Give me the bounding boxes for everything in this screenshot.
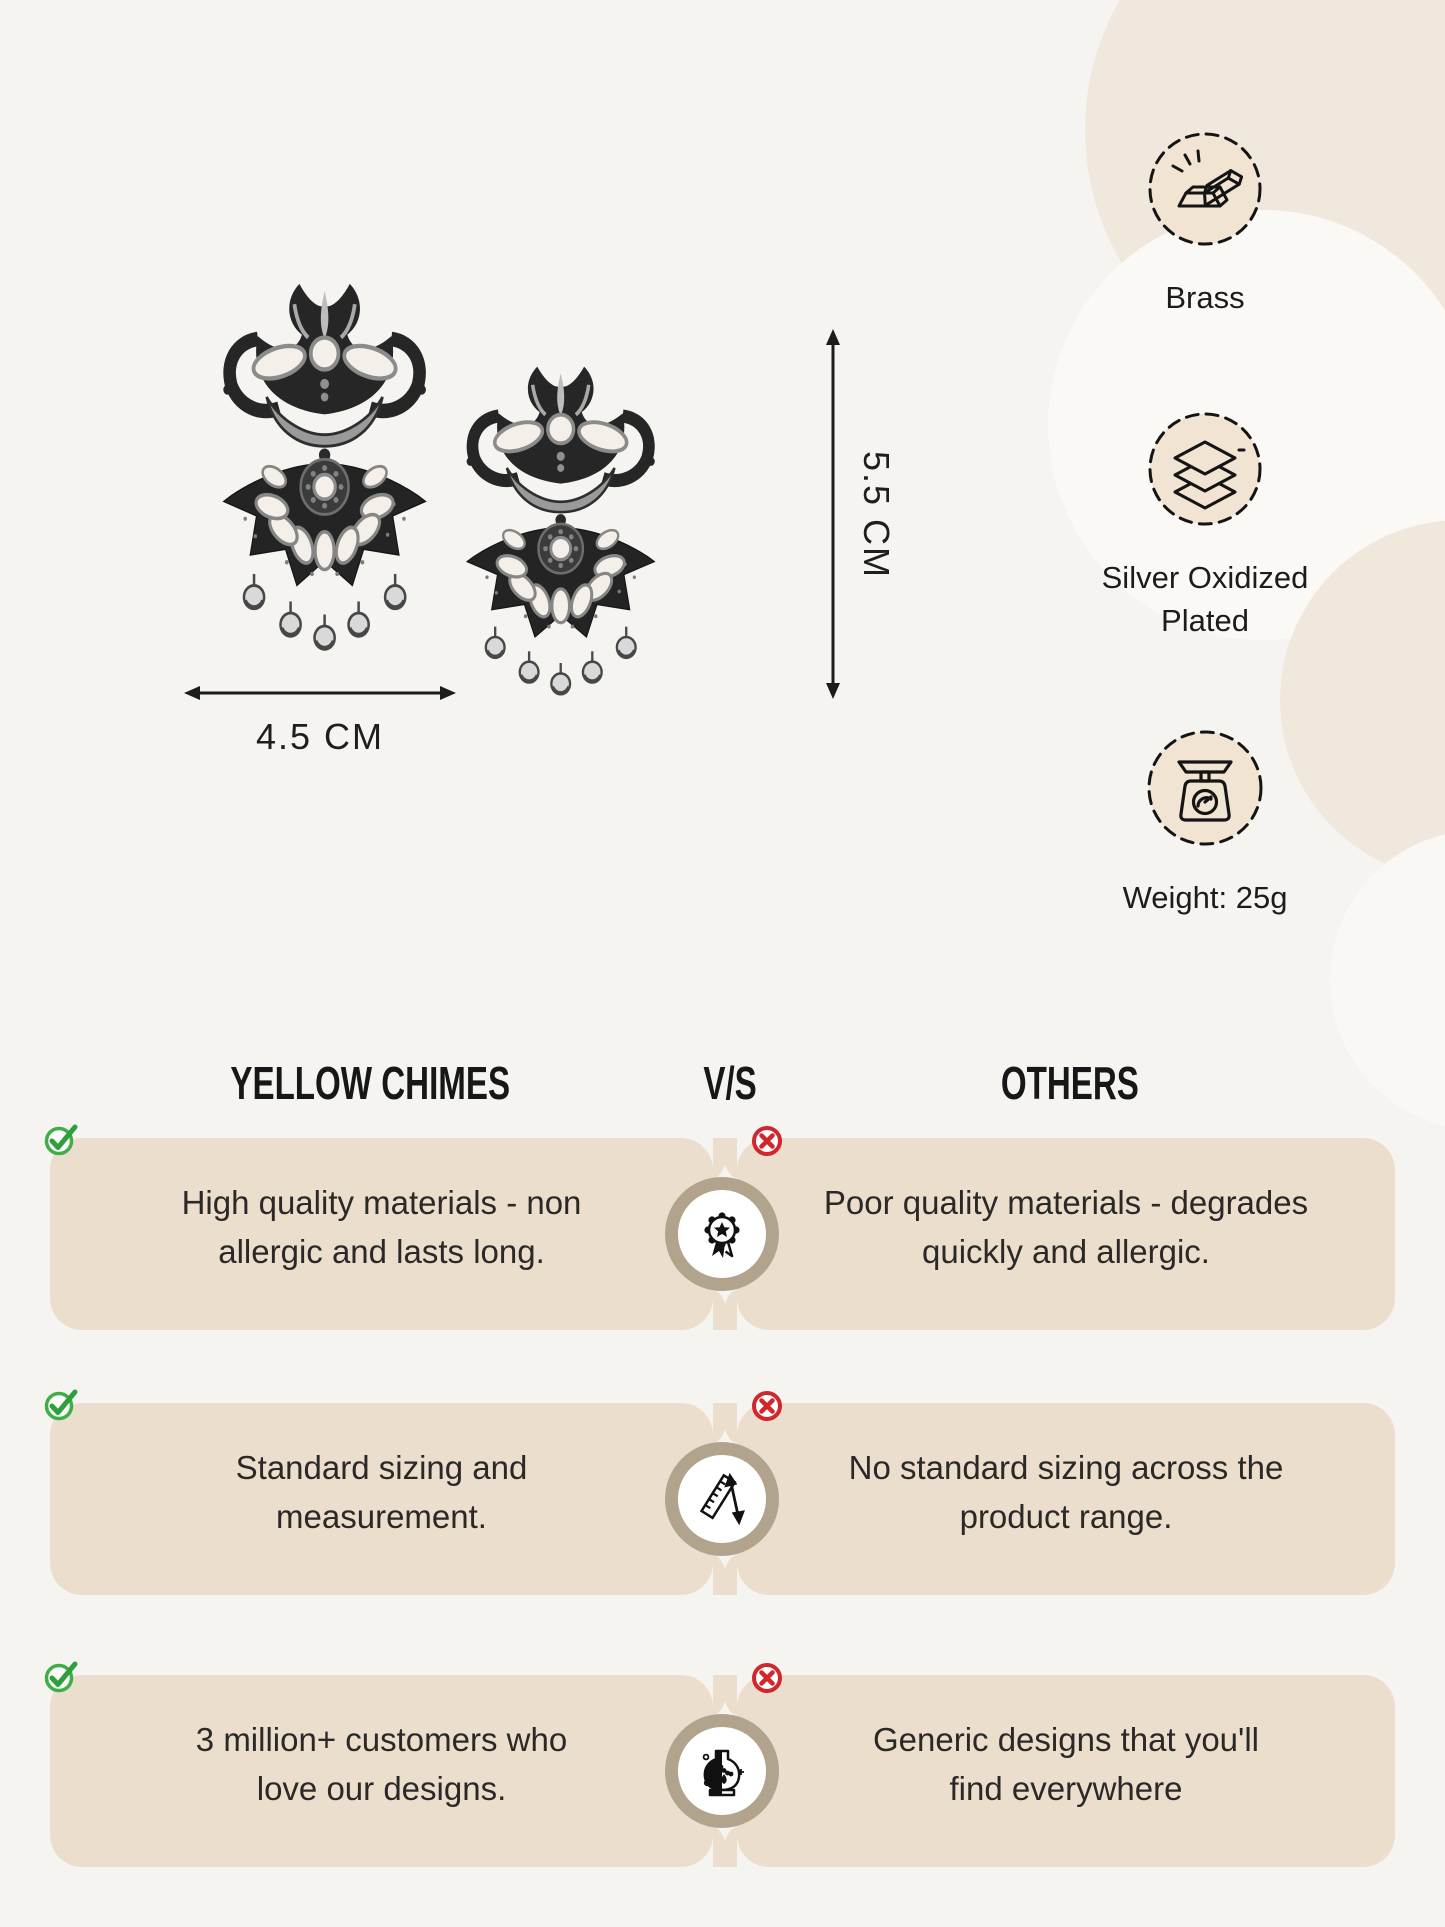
red-cross-icon — [752, 1126, 782, 1156]
others-claim-card: No standard sizing across the product ra… — [721, 1403, 1395, 1595]
brand-claim-text: Standard sizing and measurement. — [235, 1448, 528, 1536]
others-claim-card: Poor quality materials - degrades quickl… — [721, 1138, 1395, 1330]
red-cross-icon — [752, 1663, 782, 1693]
earrings-product-photo — [184, 180, 840, 780]
spec-label: Brass — [1165, 280, 1245, 315]
comparison-row-designs: 3 million+ customers who love our design… — [44, 1661, 1395, 1867]
spec-label: Silver Oxidized Plated — [1101, 560, 1309, 638]
comparison-header: YELLOW CHIMES V/S OTHERS — [0, 1056, 1445, 1116]
spec-material: Brass — [1050, 130, 1360, 320]
jewelry-stand-icon — [665, 1714, 779, 1828]
others-claim-text: No standard sizing across the product ra… — [848, 1448, 1284, 1536]
comparison-row-sizing: Standard sizing and measurement. No stan… — [44, 1389, 1395, 1595]
others-claim-text: Generic designs that you'll find everywh… — [872, 1720, 1259, 1808]
stacked-layers-icon — [1148, 412, 1262, 526]
height-dimension-label: 5.5 CM — [856, 450, 897, 580]
green-check-icon — [44, 1661, 78, 1693]
gold-bars-icon — [1148, 132, 1262, 246]
green-check-icon — [44, 1389, 78, 1421]
measuring-ruler-icon — [665, 1442, 779, 1556]
others-claim-card: Generic designs that you'll find everywh… — [721, 1675, 1395, 1867]
brand-header: YELLOW CHIMES — [230, 1057, 510, 1109]
brand-claim-card: High quality materials - non allergic an… — [50, 1138, 729, 1330]
brand-claim-text: High quality materials - non allergic an… — [181, 1183, 582, 1271]
others-claim-text: Poor quality materials - degrades quickl… — [823, 1183, 1309, 1271]
award-ribbon-icon — [665, 1177, 779, 1291]
comparison-row-quality: High quality materials - non allergic an… — [44, 1124, 1395, 1330]
green-check-icon — [44, 1124, 78, 1156]
red-cross-icon — [752, 1391, 782, 1421]
weighing-scale-icon — [1147, 730, 1263, 846]
brand-claim-card: 3 million+ customers who love our design… — [50, 1675, 729, 1867]
spec-plating: Silver Oxidized Plated — [1050, 410, 1360, 643]
brand-claim-card: Standard sizing and measurement. — [50, 1403, 729, 1595]
width-dimension-label: 4.5 CM — [255, 716, 385, 757]
spec-label: Weight: 25g — [1122, 880, 1288, 915]
brand-claim-text: 3 million+ customers who love our design… — [195, 1720, 568, 1808]
others-header: OTHERS — [1000, 1057, 1140, 1109]
vs-label: V/S — [703, 1057, 757, 1109]
spec-weight: Weight: 25g — [1050, 728, 1360, 920]
